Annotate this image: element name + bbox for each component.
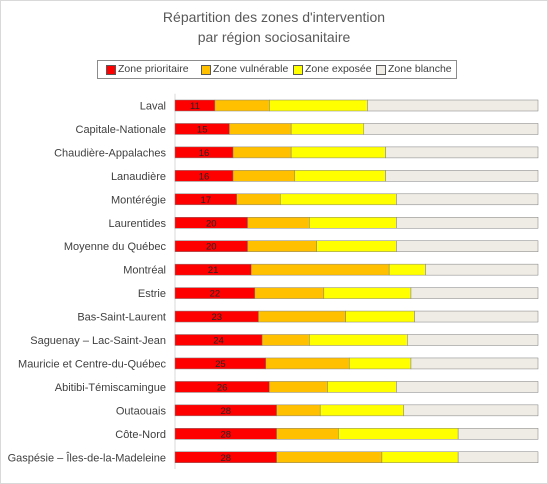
data-label: 20 [206, 218, 217, 229]
category-label: Côte-Nord [115, 429, 166, 441]
bar-segment [345, 310, 415, 323]
bar-segment [265, 357, 350, 370]
bar-segment [410, 287, 539, 299]
bar-segment [385, 170, 539, 182]
legend-label: Zone exposée [305, 63, 372, 75]
data-label: 21 [208, 265, 219, 276]
bar-segment [407, 334, 539, 346]
category-label: Abitibi-Témiscamingue [55, 382, 166, 394]
legend-swatch [376, 65, 386, 75]
chart-legend: Zone prioritaire Zone vulnérable Zone ex… [97, 60, 457, 79]
bar-segment [388, 263, 426, 276]
bar-segment [425, 263, 539, 276]
category-label: Montréal [123, 265, 166, 277]
bar-segment [396, 381, 539, 393]
bar-segment [319, 404, 404, 417]
bar-segment [276, 404, 321, 417]
bar-segment [214, 99, 270, 112]
bar-segment [280, 193, 397, 206]
data-label: 28 [221, 406, 232, 417]
bar-segment [338, 428, 459, 440]
bar-segment [457, 428, 539, 440]
bar-segment [276, 451, 383, 463]
data-label: 16 [199, 148, 210, 159]
bar-segment [309, 334, 408, 346]
data-label: 17 [201, 195, 212, 206]
bar-segment [236, 193, 281, 206]
bar-segment [323, 287, 412, 299]
bar-segment [348, 357, 412, 370]
bar-segment [294, 170, 386, 182]
bar-segment [232, 170, 296, 182]
category-label: Outaouais [116, 405, 167, 417]
chart-subtitle: par région sociosanitaire [197, 29, 351, 45]
bar-segment [316, 240, 397, 252]
data-label: 11 [190, 101, 200, 112]
legend-label: Zone vulnérable [213, 63, 289, 75]
bar-segment [381, 451, 459, 463]
bar-segment [385, 146, 539, 159]
legend-swatch [293, 65, 303, 75]
data-label: 26 [217, 382, 228, 393]
data-label: 24 [213, 336, 224, 347]
category-label: Capitale-Nationale [76, 124, 167, 136]
data-label: 15 [197, 124, 208, 135]
bar-segment [276, 428, 339, 440]
legend-label: Zone blanche [388, 63, 452, 75]
data-label: 23 [211, 312, 222, 323]
category-label: Lanaudière [111, 171, 166, 183]
category-label: Moyenne du Québec [64, 241, 167, 253]
bar-segment [363, 123, 539, 135]
bar-segment [403, 404, 539, 417]
legend-label: Zone prioritaire [118, 63, 189, 75]
bar-segment [396, 193, 539, 206]
category-label: Estrie [138, 288, 166, 300]
category-label: Laval [140, 101, 166, 113]
data-label: 28 [221, 453, 232, 464]
bar-segment [232, 146, 292, 159]
bar-segment [269, 99, 368, 112]
bar-segment [229, 123, 292, 135]
data-label: 16 [199, 171, 210, 182]
legend-swatch [201, 65, 211, 75]
data-label: 22 [210, 289, 221, 300]
data-label: 20 [206, 242, 217, 253]
legend-swatch [106, 65, 116, 75]
bar-segment [367, 99, 539, 112]
category-label: Laurentides [109, 218, 167, 230]
bar-segment [269, 381, 328, 393]
category-label: Gaspésie – Îles-de-la-Madeleine [8, 451, 166, 464]
bar-segment [457, 451, 539, 463]
bar-segment [290, 146, 386, 159]
bar-segment [414, 310, 539, 323]
bar-segment [290, 123, 365, 135]
bar-segment [309, 217, 397, 229]
category-label: Bas-Saint-Laurent [77, 312, 166, 324]
category-label: Montérégie [111, 194, 166, 206]
bar-segment [258, 310, 346, 323]
category-label: Saguenay – Lac-Saint-Jean [30, 335, 166, 347]
chart-title: Répartition des zones d'intervention [162, 9, 386, 25]
bar-segment [247, 240, 317, 252]
data-label: 25 [215, 359, 226, 370]
category-label: Mauricie et Centre-du-Québec [18, 358, 166, 370]
bar-segment [254, 287, 325, 299]
data-label: 28 [221, 429, 232, 440]
bar-segment [410, 357, 539, 370]
bar-segment [250, 263, 390, 276]
bar-segment [261, 334, 310, 346]
bar-segment [396, 240, 539, 252]
bar-segment [396, 217, 539, 229]
category-label: Chaudière-Appalaches [54, 147, 166, 159]
bar-segment [327, 381, 397, 393]
bar-segment [247, 217, 310, 229]
